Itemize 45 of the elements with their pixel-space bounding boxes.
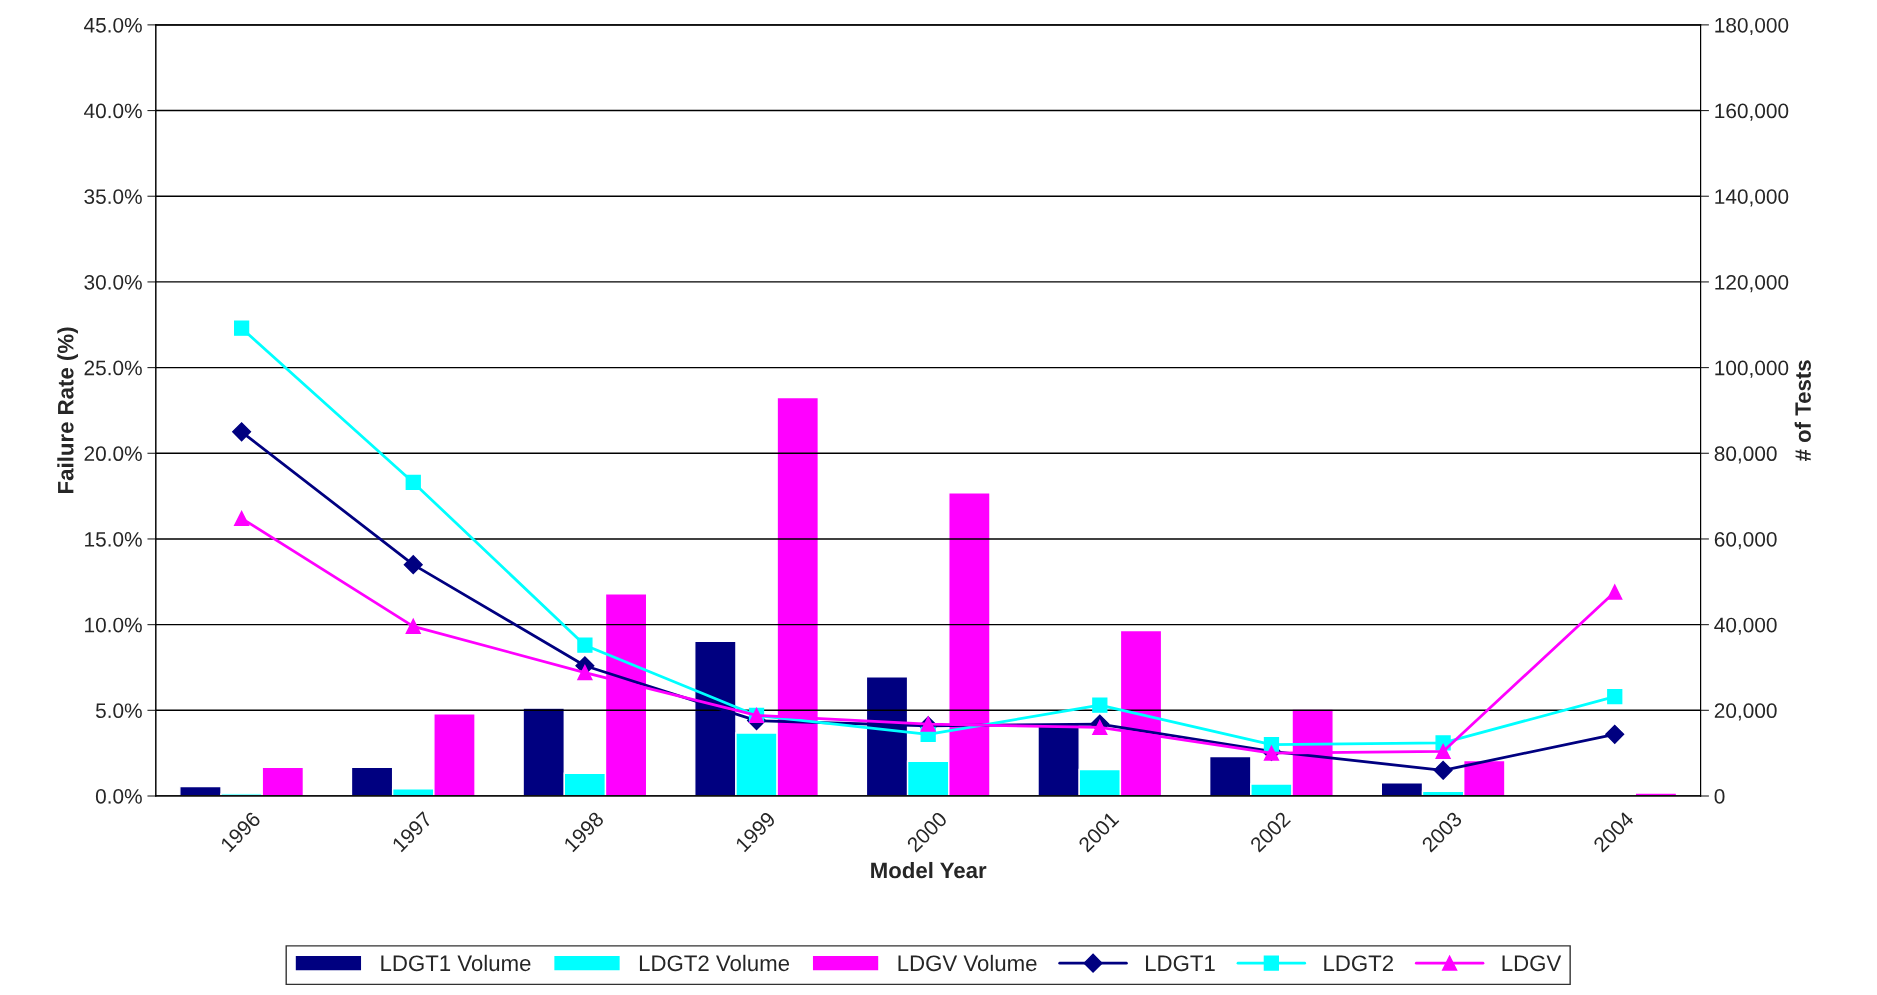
legend-label: LDGV bbox=[1502, 955, 1562, 972]
legend-label: LDGT1 Volume bbox=[381, 954, 531, 972]
y-tick-label: 40.0% bbox=[84, 103, 142, 119]
y2-tick-label: 20,000 bbox=[1714, 703, 1777, 721]
legend-label: LDGT1 bbox=[1146, 955, 1215, 972]
legend-label: LDGT2 bbox=[1324, 955, 1393, 972]
legend-label: LDGV Volume bbox=[898, 954, 1037, 972]
point bbox=[403, 555, 423, 575]
y-tick-label: 45.0% bbox=[84, 17, 142, 33]
point bbox=[577, 637, 593, 653]
point bbox=[1263, 745, 1280, 761]
y2-tick-label: 40,000 bbox=[1714, 617, 1777, 635]
y-tick-label: 0.0% bbox=[95, 789, 142, 804]
y2-tick-label: 100,000 bbox=[1715, 360, 1789, 378]
point bbox=[1092, 697, 1108, 713]
point bbox=[233, 510, 250, 527]
y2-tick-label: 180,000 bbox=[1715, 17, 1789, 36]
y2-tick-label: 160,000 bbox=[1715, 103, 1789, 121]
point bbox=[1435, 743, 1451, 760]
y-tick-label: 10.0% bbox=[85, 617, 142, 633]
y-tick-label: 35.0% bbox=[84, 189, 142, 204]
point bbox=[1433, 760, 1453, 780]
point bbox=[1605, 724, 1625, 744]
y2-tick-label: 120,000 bbox=[1715, 274, 1789, 293]
point bbox=[405, 474, 421, 491]
point bbox=[1607, 584, 1623, 600]
y-tick-label: 30.0% bbox=[84, 274, 142, 290]
y-tick-label: 20.0% bbox=[84, 446, 142, 462]
point bbox=[232, 422, 252, 442]
point bbox=[233, 320, 250, 336]
x-axis-title: Model Year bbox=[871, 861, 987, 879]
y2-tick-label: 0 bbox=[1714, 789, 1725, 804]
y-tick-label: 25.0% bbox=[84, 360, 142, 376]
y2-axis-title: # of Tests bbox=[1794, 360, 1811, 462]
y2-tick-label: 80,000 bbox=[1714, 446, 1777, 464]
y-tick-label: 15.0% bbox=[85, 531, 142, 547]
y2-tick-label: 140,000 bbox=[1715, 189, 1789, 207]
point bbox=[405, 618, 421, 634]
point bbox=[577, 664, 593, 681]
point bbox=[1607, 688, 1623, 705]
y2-tick-label: 60,000 bbox=[1714, 531, 1777, 550]
y-tick-label: 5.0% bbox=[95, 703, 142, 719]
point bbox=[1092, 719, 1108, 736]
legend-label: LDGT2 Volume bbox=[639, 954, 790, 972]
y-axis-title: Failure Rate (%) bbox=[57, 327, 78, 493]
